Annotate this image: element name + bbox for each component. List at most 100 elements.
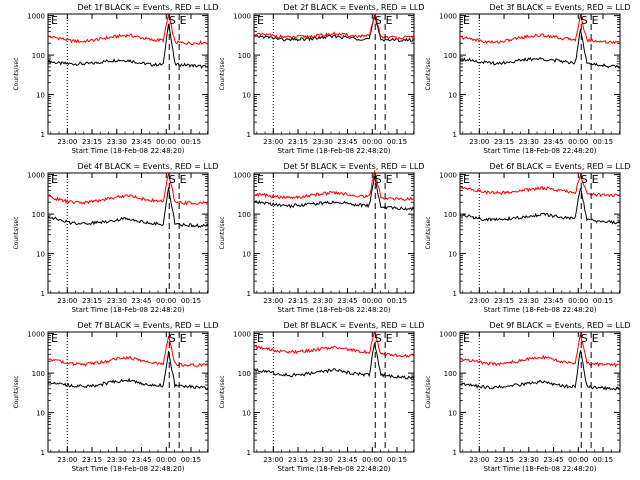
x-tick-label: 00:00	[568, 456, 588, 464]
x-tick-label: 00:15	[181, 138, 201, 146]
corner-e-label: E	[257, 173, 264, 186]
x-axis-label: Start Time (18-Feb-08 22:48:20)	[483, 465, 596, 473]
y-tick-label: 1000	[439, 172, 457, 180]
start-marker-label: S	[375, 14, 382, 27]
lld-series-line	[253, 13, 415, 40]
end-marker-label: E	[386, 173, 393, 186]
plot-frame	[47, 13, 209, 135]
y-axis-label: Counts/sec	[219, 216, 226, 249]
plot-frame	[253, 331, 415, 453]
corner-e-label: E	[463, 332, 470, 345]
x-tick-label: 23:30	[107, 456, 127, 464]
panel-det-2: Det 2f BLACK = Events, RED = LLD 1 10 100 10…	[219, 3, 425, 155]
y-axis-label: Counts/sec	[219, 57, 226, 90]
end-marker-label: E	[180, 173, 187, 186]
end-marker-label: E	[180, 14, 187, 27]
events-series-line	[459, 28, 621, 69]
lld-series-line	[459, 333, 621, 368]
events-series-line	[253, 175, 415, 212]
y-tick-label: 100	[32, 211, 45, 219]
lld-series-line	[47, 172, 209, 206]
x-tick-label: 23:00	[263, 138, 283, 146]
y-axis-label: Counts/sec	[219, 375, 226, 408]
panel-title: Det 7f BLACK = Events, RED = LLD	[77, 321, 218, 330]
start-marker-label: S	[169, 173, 176, 186]
panel-title: Det 9f BLACK = Events, RED = LLD	[489, 321, 630, 330]
panel-title: Det 5f BLACK = Events, RED = LLD	[283, 162, 424, 171]
x-tick-label: 23:00	[263, 297, 283, 305]
events-series-line	[47, 23, 209, 69]
y-axis-label: Counts/sec	[13, 216, 20, 249]
y-tick-label: 1	[41, 290, 45, 298]
x-tick-label: 00:15	[181, 297, 201, 305]
panel-title: Det 3f BLACK = Events, RED = LLD	[489, 3, 630, 12]
y-tick-label: 100	[238, 52, 251, 60]
x-tick-label: 00:15	[593, 456, 613, 464]
y-tick-label: 1000	[27, 13, 45, 21]
x-tick-label: 00:15	[181, 456, 201, 464]
plot-frame	[459, 172, 621, 294]
y-tick-label: 1000	[27, 172, 45, 180]
events-series-line	[253, 343, 415, 380]
lld-series-line	[253, 331, 415, 358]
panel-det-8: Det 8f BLACK = Events, RED = LLD 1 10 100 10…	[219, 321, 425, 473]
x-tick-label: 00:15	[387, 456, 407, 464]
x-axis-label: Start Time (18-Feb-08 22:48:20)	[71, 465, 184, 473]
x-tick-label: 23:45	[337, 456, 357, 464]
x-tick-label: 23:30	[107, 297, 127, 305]
end-marker-label: E	[386, 332, 393, 345]
x-tick-label: 00:15	[593, 138, 613, 146]
panel-title: Det 6f BLACK = Events, RED = LLD	[489, 162, 630, 171]
x-tick-label: 23:30	[519, 138, 539, 146]
plot-frame	[253, 13, 415, 135]
y-tick-label: 10	[242, 92, 251, 100]
panel-title: Det 2f BLACK = Events, RED = LLD	[283, 3, 424, 12]
y-tick-label: 10	[448, 92, 457, 100]
x-tick-label: 00:00	[362, 138, 382, 146]
y-tick-label: 10	[448, 251, 457, 259]
lld-series-line	[459, 14, 621, 45]
x-tick-label: 23:00	[57, 456, 77, 464]
x-tick-label: 00:15	[593, 297, 613, 305]
y-tick-label: 1000	[233, 172, 251, 180]
x-tick-label: 23:15	[288, 456, 308, 464]
y-tick-label: 1	[453, 449, 457, 457]
x-tick-label: 00:00	[362, 297, 382, 305]
y-axis-label: Counts/sec	[425, 375, 432, 408]
panel-det-6: Det 6f BLACK = Events, RED = LLD 1 10 100 10…	[425, 162, 631, 314]
y-tick-label: 100	[444, 52, 457, 60]
x-tick-label: 23:00	[57, 138, 77, 146]
plot-frame	[459, 13, 621, 135]
events-series-line	[254, 14, 415, 43]
x-axis-label: Start Time (18-Feb-08 22:48:20)	[71, 147, 184, 155]
y-tick-label: 10	[448, 410, 457, 418]
start-marker-label: S	[169, 332, 176, 345]
lld-series-line	[48, 335, 209, 368]
x-tick-label: 23:45	[131, 297, 151, 305]
x-axis-label: Start Time (18-Feb-08 22:48:20)	[483, 147, 596, 155]
corner-e-label: E	[51, 173, 58, 186]
y-tick-label: 1000	[233, 331, 251, 339]
y-tick-label: 1	[453, 131, 457, 139]
corner-e-label: E	[51, 332, 58, 345]
end-marker-label: E	[180, 332, 187, 345]
x-tick-label: 23:00	[57, 297, 77, 305]
x-tick-label: 00:00	[568, 138, 588, 146]
x-tick-label: 23:45	[131, 138, 151, 146]
x-tick-label: 23:30	[519, 297, 539, 305]
y-tick-label: 1	[247, 290, 251, 298]
x-axis-label: Start Time (18-Feb-08 22:48:20)	[483, 306, 596, 314]
panel-title: Det 8f BLACK = Events, RED = LLD	[283, 321, 424, 330]
y-tick-label: 10	[36, 251, 45, 259]
end-marker-label: E	[592, 173, 599, 186]
lld-series-line	[459, 172, 621, 198]
x-tick-label: 23:30	[107, 138, 127, 146]
start-marker-label: S	[581, 14, 588, 27]
start-marker-label: S	[375, 332, 382, 345]
y-tick-label: 1	[247, 131, 251, 139]
x-tick-label: 00:15	[387, 297, 407, 305]
x-tick-label: 23:30	[313, 456, 333, 464]
y-tick-label: 1000	[439, 13, 457, 21]
x-tick-label: 23:45	[131, 456, 151, 464]
x-tick-label: 23:45	[543, 456, 563, 464]
